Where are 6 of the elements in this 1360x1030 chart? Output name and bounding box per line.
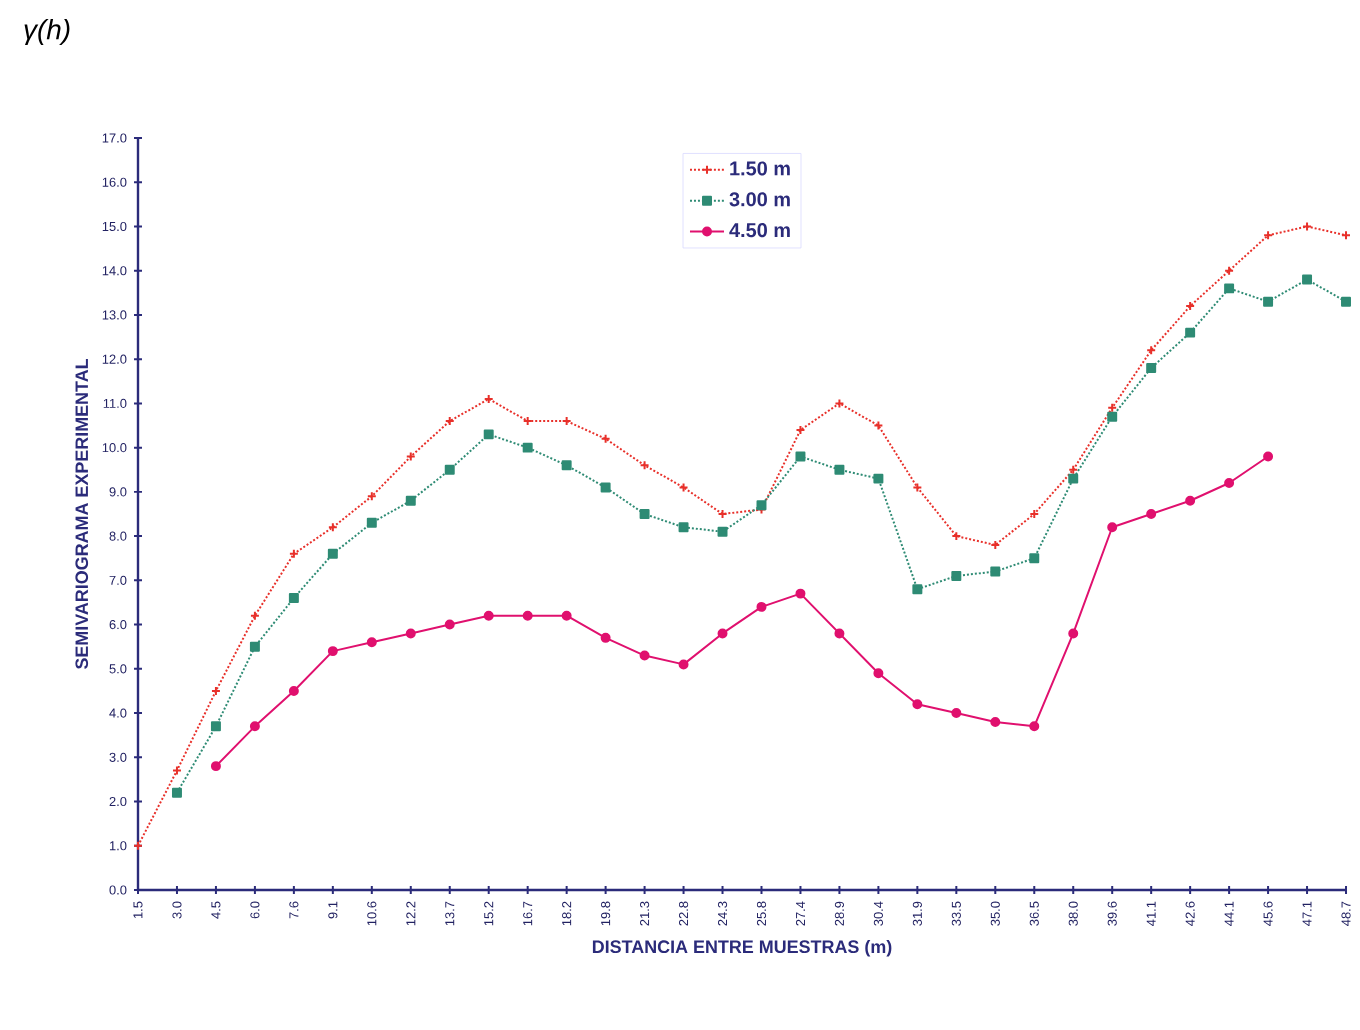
legend-label: 3.00 m xyxy=(729,192,790,207)
x-axis-title: DISTANCIA ENTRE MUESTRAS (m) xyxy=(592,939,892,957)
legend-label: 4.50 m xyxy=(729,223,790,238)
chart-title: γ(h) xyxy=(24,19,70,46)
y-axis-title: SEMIVARIOGRAMA EXPERIMENTAL xyxy=(75,358,89,670)
legend-label: 1.50 m xyxy=(730,161,790,176)
